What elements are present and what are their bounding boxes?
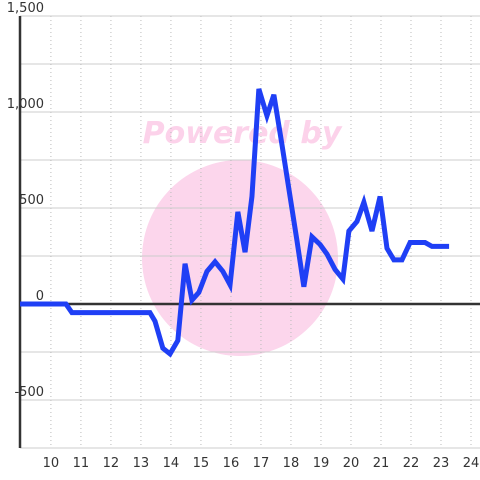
x-tick-label: 18 [283,456,300,471]
x-tick-label: 17 [253,456,270,471]
x-tick-label: 15 [193,456,210,471]
y-tick-label: 1,500 [7,1,44,16]
x-tick-label: 20 [343,456,360,471]
x-tick-label: 21 [373,456,390,471]
watermark-logo [142,160,338,356]
x-tick-label: 24 [463,456,480,471]
x-tick-label: 22 [403,456,420,471]
x-tick-label: 11 [73,456,90,471]
x-tick-label: 16 [223,456,240,471]
y-tick-label: 0 [36,289,44,304]
x-tick-label: 12 [103,456,120,471]
x-tick-label: 10 [43,456,60,471]
y-tick-label: 500 [19,193,44,208]
x-tick-label: 23 [433,456,450,471]
y-tick-label: 1,000 [7,97,44,112]
watermark: Powered by [143,116,343,151]
data-line [20,88,450,358]
x-tick-label: 19 [313,456,330,471]
x-tick-label: 14 [163,456,180,471]
x-tick-label: 13 [133,456,150,471]
y-tick-label: -500 [14,385,44,400]
